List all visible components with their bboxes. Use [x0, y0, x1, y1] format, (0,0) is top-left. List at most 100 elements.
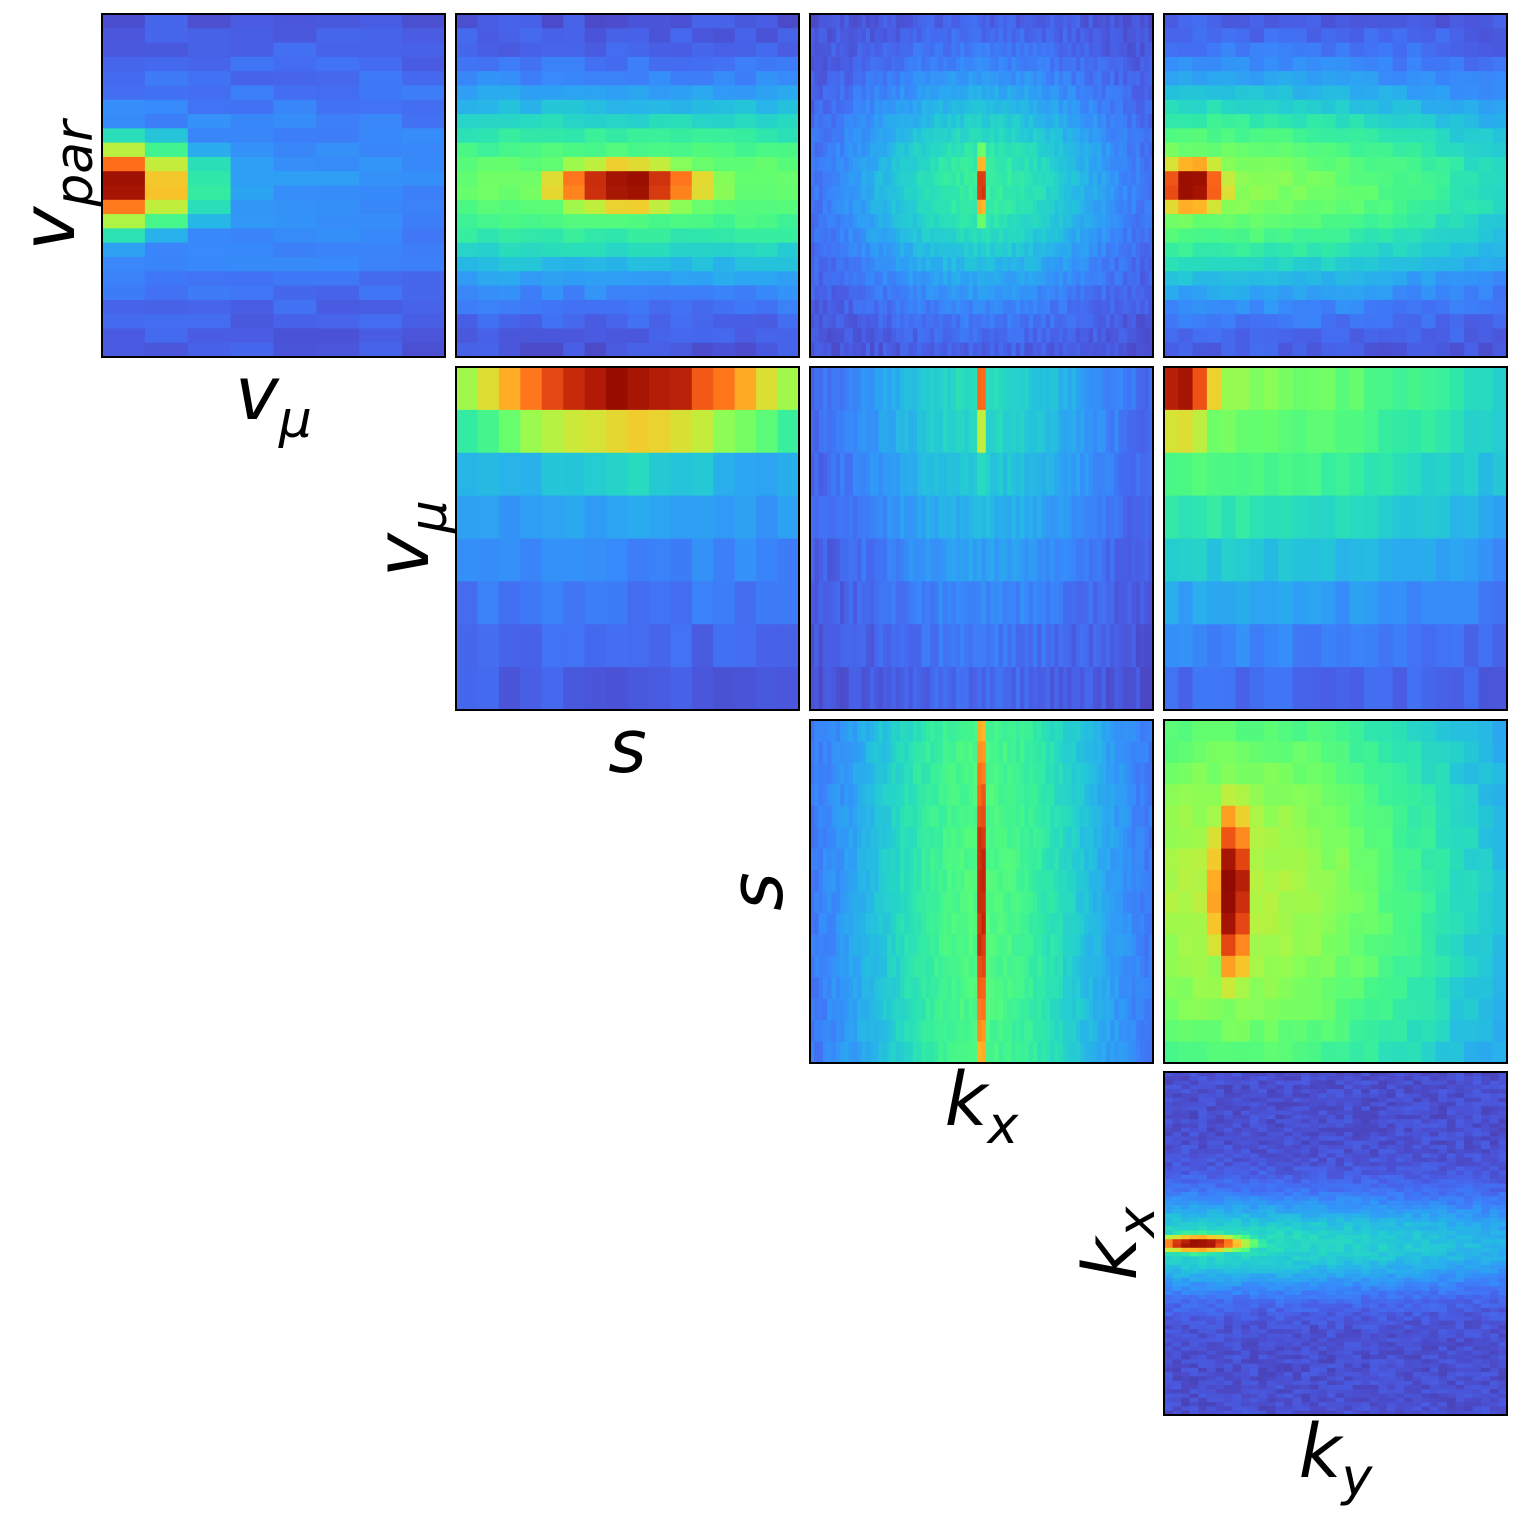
heatmap-cell	[1110, 934, 1116, 957]
heatmap-cell	[1249, 667, 1265, 711]
heatmap-cell	[908, 214, 914, 229]
heatmap-cell	[1088, 538, 1094, 582]
heatmap-cell	[1114, 71, 1120, 87]
heatmap-cell	[1144, 56, 1150, 72]
heatmap-cell	[857, 667, 863, 711]
heatmap-cell	[1349, 71, 1365, 87]
heatmap-cell	[1015, 56, 1021, 72]
heatmap-cell	[627, 581, 650, 625]
heatmap-cell	[1192, 14, 1208, 29]
heatmap-cell	[756, 299, 779, 315]
heatmap-cell	[904, 367, 910, 411]
heatmap-cell	[870, 228, 875, 244]
heatmap-cell	[912, 720, 918, 743]
heatmap-cell	[691, 328, 714, 344]
heatmap-cell	[938, 171, 944, 187]
heatmap-cell	[1080, 85, 1085, 101]
heatmap-cell	[1088, 128, 1094, 144]
heatmap-cell	[818, 827, 824, 850]
heatmap-cell	[1118, 667, 1124, 711]
heatmap-cell	[670, 299, 693, 315]
heatmap-cell	[857, 955, 863, 978]
heatmap-cell	[1335, 99, 1351, 115]
heatmap-cell	[882, 85, 888, 101]
heatmap-cell	[1406, 581, 1422, 625]
heatmap-cell	[1054, 891, 1060, 914]
heatmap-cell	[1449, 142, 1465, 158]
heatmap-cell	[917, 495, 923, 540]
heatmap-cell	[1392, 624, 1408, 668]
heatmap-cell	[1110, 85, 1116, 101]
heatmap-cell	[818, 214, 824, 229]
heatmap-cell	[1278, 114, 1294, 129]
heatmap-cell	[1449, 538, 1465, 582]
heatmap-cell	[917, 142, 923, 158]
heatmap-cell	[912, 741, 918, 764]
heatmap-cell	[848, 848, 854, 871]
heatmap-cell	[977, 85, 983, 101]
heatmap-cell	[1028, 99, 1034, 115]
heatmap-cell	[861, 805, 867, 828]
heatmap-cell	[1131, 42, 1137, 58]
heatmap-cell	[1105, 581, 1111, 625]
heatmap-cell	[777, 452, 800, 497]
heatmap-cell	[520, 328, 543, 344]
heatmap-cell	[1062, 314, 1068, 330]
heatmap-cell	[1020, 367, 1025, 411]
heatmap-cell	[1037, 171, 1043, 187]
heatmap-cell	[895, 827, 901, 850]
heatmap-cell	[1392, 667, 1408, 711]
heatmap-cell	[972, 762, 978, 785]
heatmap-cell	[1015, 228, 1021, 244]
heatmap-cell	[1235, 28, 1251, 44]
heatmap-cell	[713, 409, 736, 454]
heatmap-cell	[990, 71, 995, 87]
heatmap-cell	[1378, 99, 1394, 115]
heatmap-cell	[818, 891, 824, 914]
heatmap-cell	[1054, 667, 1060, 711]
heatmap-cell	[1024, 367, 1030, 411]
heatmap-cell	[938, 28, 944, 44]
heatmap-cell	[1148, 14, 1154, 29]
heatmap-cell	[831, 409, 837, 454]
heatmap-cell	[930, 581, 935, 625]
heatmap-cell	[734, 85, 757, 101]
heatmap-cell	[900, 342, 905, 358]
heatmap-cell	[1206, 581, 1222, 625]
heatmap-cell	[1144, 228, 1150, 244]
heatmap-cell	[1011, 891, 1017, 914]
heatmap-cell	[1062, 667, 1068, 711]
heatmap-cell	[1140, 214, 1146, 229]
heatmap-cell	[985, 805, 991, 828]
heatmap-cell	[912, 762, 918, 785]
heatmap-cell	[316, 256, 360, 272]
heatmap-cell	[456, 214, 479, 229]
heatmap-cell	[1002, 409, 1008, 454]
heatmap-cell	[865, 71, 871, 87]
heatmap-cell	[1011, 367, 1017, 411]
heatmap-cell	[1062, 256, 1068, 272]
heatmap-cell	[1178, 99, 1194, 115]
heatmap-cell	[691, 228, 714, 244]
heatmap-cell	[835, 912, 841, 935]
heatmap-cell	[1421, 214, 1437, 229]
heatmap-cell	[934, 624, 940, 668]
heatmap-cell	[925, 228, 931, 244]
heatmap-cell	[925, 42, 931, 58]
heatmap-cell	[861, 114, 867, 129]
heatmap-cell	[1058, 142, 1064, 158]
heatmap-cell	[627, 409, 650, 454]
heatmap-cell	[1011, 185, 1017, 201]
heatmap-cell	[947, 185, 953, 201]
heatmap-cell	[912, 299, 918, 315]
heatmap-cell	[563, 271, 586, 287]
heatmap-cell	[844, 452, 850, 497]
heatmap-cell	[964, 452, 970, 497]
heatmap-cell	[1127, 14, 1133, 29]
heatmap-cell	[938, 955, 944, 978]
heatmap-cell	[990, 85, 995, 101]
heatmap-cell	[1131, 891, 1137, 914]
heatmap-cell	[990, 28, 995, 44]
heatmap-cell	[1118, 28, 1124, 44]
heatmap-cell	[1075, 199, 1081, 215]
